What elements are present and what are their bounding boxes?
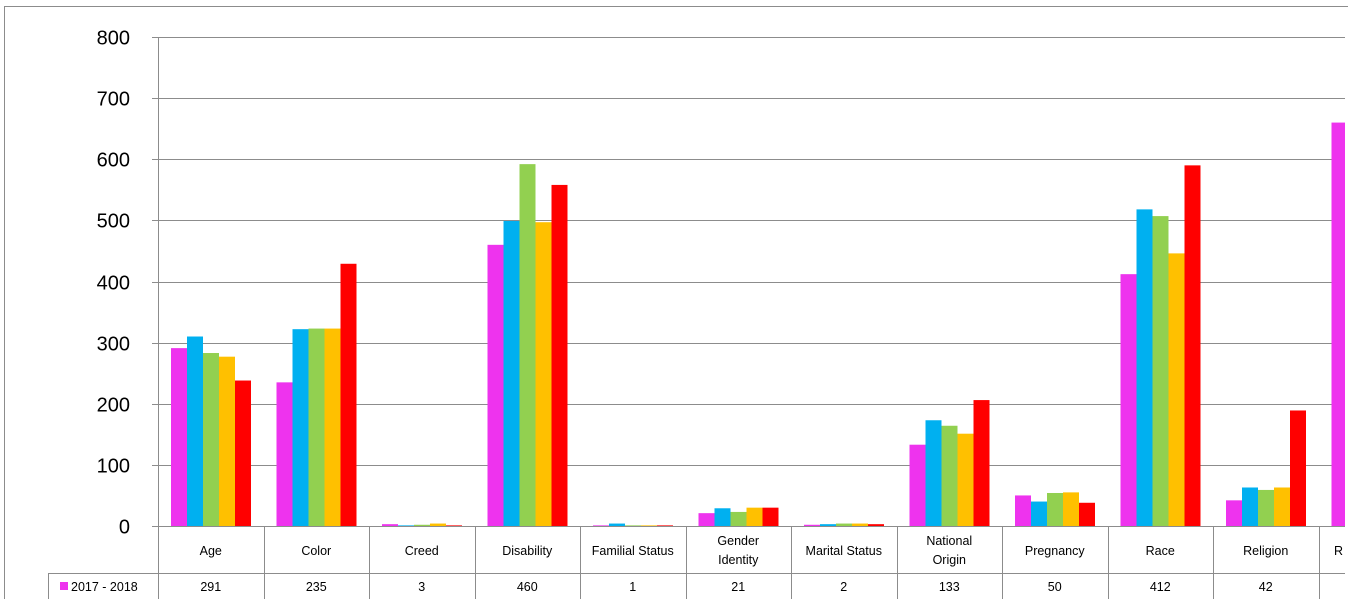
bar (382, 524, 398, 526)
bar (957, 433, 974, 526)
bar (1063, 492, 1079, 526)
bar (641, 525, 657, 526)
bar (1331, 122, 1345, 526)
category-label: Age (200, 544, 222, 558)
category-label: Gender Identity (717, 534, 759, 567)
bar (1184, 165, 1201, 527)
y-tick-label: 400 (97, 273, 130, 295)
bar (219, 356, 235, 526)
bar (1120, 274, 1137, 526)
category-label: National Origin (926, 534, 972, 567)
bar (324, 328, 341, 526)
bar (235, 380, 251, 526)
bar (276, 382, 293, 526)
category-label: Creed (405, 544, 439, 558)
bar (852, 523, 868, 526)
y-tick-label: 700 (97, 89, 130, 111)
table-cell: 291 (200, 580, 221, 594)
bar (1047, 492, 1063, 526)
category-label: R (1334, 544, 1343, 558)
bar (1031, 501, 1047, 526)
bar (804, 524, 820, 526)
bar (609, 523, 625, 526)
bar (187, 336, 203, 526)
bar (430, 523, 446, 526)
bar (836, 523, 852, 526)
bar (1258, 489, 1274, 526)
bar (340, 263, 357, 526)
bar (203, 353, 219, 526)
table-cell: 42 (1259, 580, 1273, 594)
bar (535, 222, 552, 527)
bar (446, 525, 462, 526)
y-tick-label: 200 (97, 395, 130, 417)
bar (519, 164, 536, 526)
chart-frame (4, 6, 1348, 599)
bar (487, 244, 504, 526)
bar (414, 524, 430, 526)
bar (1242, 487, 1258, 526)
category-label: Pregnancy (1025, 544, 1086, 558)
category-label: Disability (502, 544, 553, 558)
table-cell: 2 (840, 580, 847, 594)
category-label: Color (301, 544, 331, 558)
bar (657, 525, 673, 526)
table-cell: 235 (306, 580, 327, 594)
bar (762, 507, 779, 526)
bar (593, 525, 609, 526)
table-cell: 1 (629, 580, 636, 594)
bar (868, 524, 884, 526)
bar (746, 507, 763, 526)
y-axis: 0 100 200 300 400 500 600 700 800 (97, 28, 159, 539)
table-cell: 50 (1048, 580, 1062, 594)
category-label: Familial Status (592, 544, 674, 558)
bar (1015, 495, 1031, 526)
bar (503, 220, 520, 526)
category-label: Religion (1243, 544, 1288, 558)
y-tick-label: 800 (97, 28, 130, 50)
bar (909, 444, 926, 526)
category-label: Race (1146, 544, 1175, 558)
table-cell: 21 (731, 580, 745, 594)
legend-label: 2017 - 2018 (71, 580, 138, 594)
y-tick-label: 600 (97, 150, 130, 172)
bar (730, 511, 747, 526)
bar (292, 329, 309, 526)
bar (1152, 216, 1169, 526)
y-tick-label: 300 (97, 334, 130, 356)
bar (925, 420, 942, 526)
y-tick-label: 100 (97, 456, 130, 478)
bar (551, 184, 568, 527)
bar (973, 400, 990, 526)
y-tick-label: 0 (119, 517, 130, 539)
bar (398, 525, 414, 526)
bar (1274, 487, 1290, 526)
bar (1168, 253, 1185, 526)
legend-key (60, 582, 68, 590)
bars (171, 122, 1345, 527)
category-label: Marital Status (806, 544, 882, 558)
bar (698, 513, 715, 526)
bar (820, 524, 836, 526)
bar (308, 328, 325, 526)
bar (1079, 502, 1095, 526)
bar (171, 348, 187, 526)
bar (714, 508, 731, 526)
bar (1136, 209, 1153, 526)
table-cell: 412 (1150, 580, 1171, 594)
bar (1290, 410, 1306, 526)
bar (625, 525, 641, 526)
bar (1226, 500, 1242, 526)
table-cell: 133 (939, 580, 960, 594)
y-tick-label: 500 (97, 211, 130, 233)
bar (941, 425, 958, 526)
table-cell: 460 (517, 580, 538, 594)
data-table: Age Color Creed Disability Familial Status Ge… (48, 526, 1345, 599)
table-cell: 3 (418, 580, 425, 594)
